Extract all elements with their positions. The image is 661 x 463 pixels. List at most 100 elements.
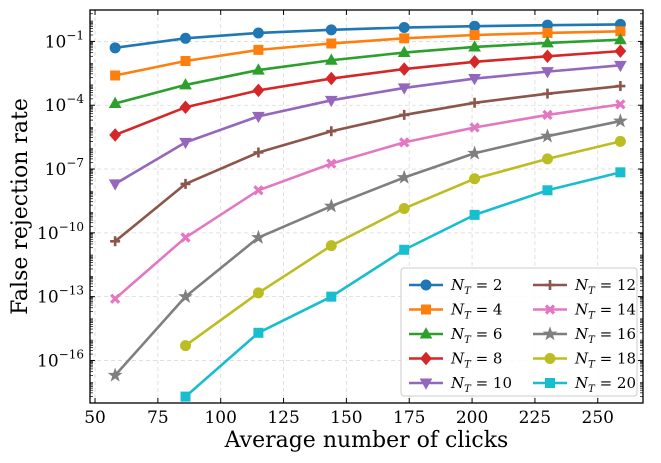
- data-point: [397, 45, 411, 58]
- data-point: [614, 135, 626, 147]
- legend-label: NT = 14: [574, 301, 636, 322]
- legend-item-14: NT = 14: [533, 301, 636, 322]
- data-point: [469, 20, 481, 32]
- axis-ticks: 50 75 100 125 150 175 200 225 250 10−1 10−4 10−7 10−…: [37, 9, 643, 428]
- data-point: [110, 70, 121, 81]
- data-point: [180, 391, 191, 402]
- legend-label: NT = 2: [450, 276, 502, 297]
- data-point: [540, 128, 555, 143]
- legend-marker: [545, 280, 555, 290]
- legend-label: NT = 8: [450, 350, 502, 371]
- data-point: [541, 49, 554, 64]
- series-6: [108, 32, 627, 109]
- data-point: [324, 53, 338, 65]
- data-point: [180, 340, 192, 352]
- data-point: [325, 71, 338, 86]
- data-point: [469, 209, 480, 220]
- legend-item-8: NT = 8: [409, 350, 502, 371]
- legend-item-10: NT = 10: [409, 374, 512, 395]
- series-18: [180, 135, 626, 352]
- data-point: [398, 62, 411, 76]
- data-point: [542, 185, 553, 196]
- data-point: [541, 67, 554, 79]
- legend-marker: [421, 304, 431, 315]
- legend-marker: [419, 327, 433, 339]
- data-point: [399, 244, 410, 255]
- x-tick-label: 175: [393, 408, 425, 428]
- data-point: [179, 137, 192, 150]
- legend-item-4: NT = 4: [409, 301, 502, 322]
- data-point: [468, 74, 481, 86]
- data-point: [178, 288, 193, 303]
- series-line: [114, 38, 621, 105]
- data-point: [253, 327, 264, 338]
- legend-marker: [544, 353, 556, 364]
- x-tick-label: 75: [147, 408, 169, 428]
- legend-marker: [420, 351, 432, 366]
- legend-item-2: NT = 2: [409, 276, 502, 297]
- data-point: [542, 88, 553, 99]
- data-point: [615, 99, 626, 110]
- data-point: [541, 36, 554, 48]
- series-4: [110, 26, 626, 81]
- data-point: [324, 95, 338, 108]
- data-point: [180, 32, 192, 44]
- data-point: [108, 96, 122, 109]
- data-point: [614, 60, 627, 73]
- data-point: [252, 83, 265, 98]
- series-line: [114, 119, 621, 377]
- data-point: [467, 145, 482, 160]
- data-point: [396, 169, 412, 184]
- x-tick-label: 200: [456, 408, 488, 428]
- data-point: [468, 55, 481, 69]
- x-tick-label: 150: [330, 408, 362, 428]
- data-point: [109, 42, 121, 54]
- series-2: [109, 18, 626, 54]
- legend-box: [400, 267, 638, 397]
- data-point: [252, 27, 264, 39]
- y-tick-label: 10−7: [45, 156, 84, 180]
- x-tick-label: 225: [519, 408, 551, 428]
- series-line: [114, 23, 621, 50]
- x-tick-label: 50: [84, 408, 106, 428]
- data-point: [325, 240, 337, 252]
- data-point: [542, 27, 553, 38]
- data-point: [251, 229, 266, 244]
- data-point: [253, 147, 264, 158]
- data-point: [252, 63, 265, 75]
- series-16: [107, 113, 628, 382]
- series-12: [110, 81, 626, 247]
- data-point: [468, 40, 481, 52]
- series-line: [114, 84, 621, 243]
- data-point: [615, 167, 626, 178]
- y-tick-label: 10−16: [37, 347, 84, 371]
- x-axis-title: Average number of clicks: [224, 428, 509, 453]
- data-point: [469, 30, 480, 41]
- legend-label: NT = 6: [450, 325, 502, 346]
- data-point: [399, 33, 410, 44]
- data-point: [253, 44, 264, 55]
- data-point: [469, 122, 480, 133]
- legend-label: NT = 18: [574, 350, 636, 371]
- legend-item-6: NT = 6: [409, 325, 502, 346]
- data-point: [325, 24, 337, 36]
- plot-frame: [89, 9, 644, 404]
- legend-label: NT = 12: [574, 276, 636, 297]
- legend-label: NT = 16: [574, 325, 636, 346]
- data-point: [110, 236, 121, 247]
- series-line: [114, 64, 621, 186]
- data-point: [326, 38, 337, 49]
- y-tick-label: 10−10: [37, 220, 84, 244]
- legend-item-20: NT = 20: [533, 374, 636, 395]
- legend: NT = 2 NT = 4 NT = 6 NT = 8 NT = 10 NT = 12 NT…: [400, 267, 638, 397]
- data-point: [109, 128, 122, 142]
- data-point: [469, 173, 481, 185]
- data-point: [398, 22, 410, 34]
- data-point: [326, 158, 337, 169]
- legend-label: NT = 4: [450, 301, 502, 322]
- data-point: [180, 178, 191, 189]
- data-point: [397, 83, 411, 95]
- data-point: [108, 179, 122, 191]
- series-14: [110, 99, 626, 304]
